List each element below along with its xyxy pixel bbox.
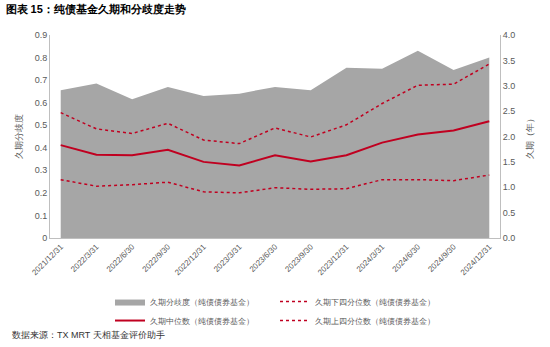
svg-text:1.0: 1.0 xyxy=(503,182,516,192)
svg-text:0.8: 0.8 xyxy=(35,53,48,63)
svg-text:久期（年）: 久期（年） xyxy=(525,114,535,159)
svg-text:2022/3/31: 2022/3/31 xyxy=(69,242,101,274)
svg-text:2023/3/31: 2023/3/31 xyxy=(212,242,244,274)
svg-text:2023/6/30: 2023/6/30 xyxy=(248,242,280,274)
svg-text:图表 15：纯债基金久期和分歧度走势: 图表 15：纯债基金久期和分歧度走势 xyxy=(6,3,186,15)
svg-text:2024/12/31: 2024/12/31 xyxy=(459,242,494,277)
svg-text:久期中位数（纯债债券基金）: 久期中位数（纯债债券基金） xyxy=(150,317,254,326)
svg-text:2021/12/31: 2021/12/31 xyxy=(30,242,65,277)
svg-text:2024/3/31: 2024/3/31 xyxy=(355,242,387,274)
svg-text:久期分歧度（纯债债券基金）: 久期分歧度（纯债债券基金） xyxy=(150,298,254,307)
svg-text:0.5: 0.5 xyxy=(35,120,48,130)
svg-text:4.0: 4.0 xyxy=(503,30,516,40)
svg-text:2.5: 2.5 xyxy=(503,106,516,116)
svg-text:2023/12/31: 2023/12/31 xyxy=(316,242,351,277)
svg-text:3.0: 3.0 xyxy=(503,81,516,91)
svg-text:2024/9/30: 2024/9/30 xyxy=(426,242,458,274)
svg-text:3.5: 3.5 xyxy=(503,56,516,66)
svg-text:0.5: 0.5 xyxy=(503,208,516,218)
svg-text:0.4: 0.4 xyxy=(35,143,48,153)
svg-text:2023/9/30: 2023/9/30 xyxy=(283,242,315,274)
svg-text:0.1: 0.1 xyxy=(35,211,48,221)
svg-text:2022/6/30: 2022/6/30 xyxy=(105,242,137,274)
svg-text:2024/6/30: 2024/6/30 xyxy=(391,242,423,274)
svg-text:0.7: 0.7 xyxy=(35,75,48,85)
svg-text:久期分歧度: 久期分歧度 xyxy=(14,114,24,159)
svg-text:2022/12/31: 2022/12/31 xyxy=(173,242,208,277)
svg-text:1.5: 1.5 xyxy=(503,157,516,167)
svg-text:2.0: 2.0 xyxy=(503,132,516,142)
svg-text:数据来源：TX MRT 天相基金评价助手: 数据来源：TX MRT 天相基金评价助手 xyxy=(12,330,165,340)
svg-text:0.2: 0.2 xyxy=(35,188,48,198)
svg-text:0.9: 0.9 xyxy=(35,30,48,40)
svg-text:0: 0 xyxy=(42,233,47,243)
svg-text:久期上四分位数（纯债债券基金）: 久期上四分位数（纯债债券基金） xyxy=(315,317,435,326)
svg-text:0.6: 0.6 xyxy=(35,98,48,108)
svg-text:久期下四分位数（纯债债券基金）: 久期下四分位数（纯债债券基金） xyxy=(315,298,435,307)
svg-text:0.0: 0.0 xyxy=(503,233,516,243)
svg-text:0.3: 0.3 xyxy=(35,165,48,175)
svg-text:2022/9/30: 2022/9/30 xyxy=(141,242,173,274)
